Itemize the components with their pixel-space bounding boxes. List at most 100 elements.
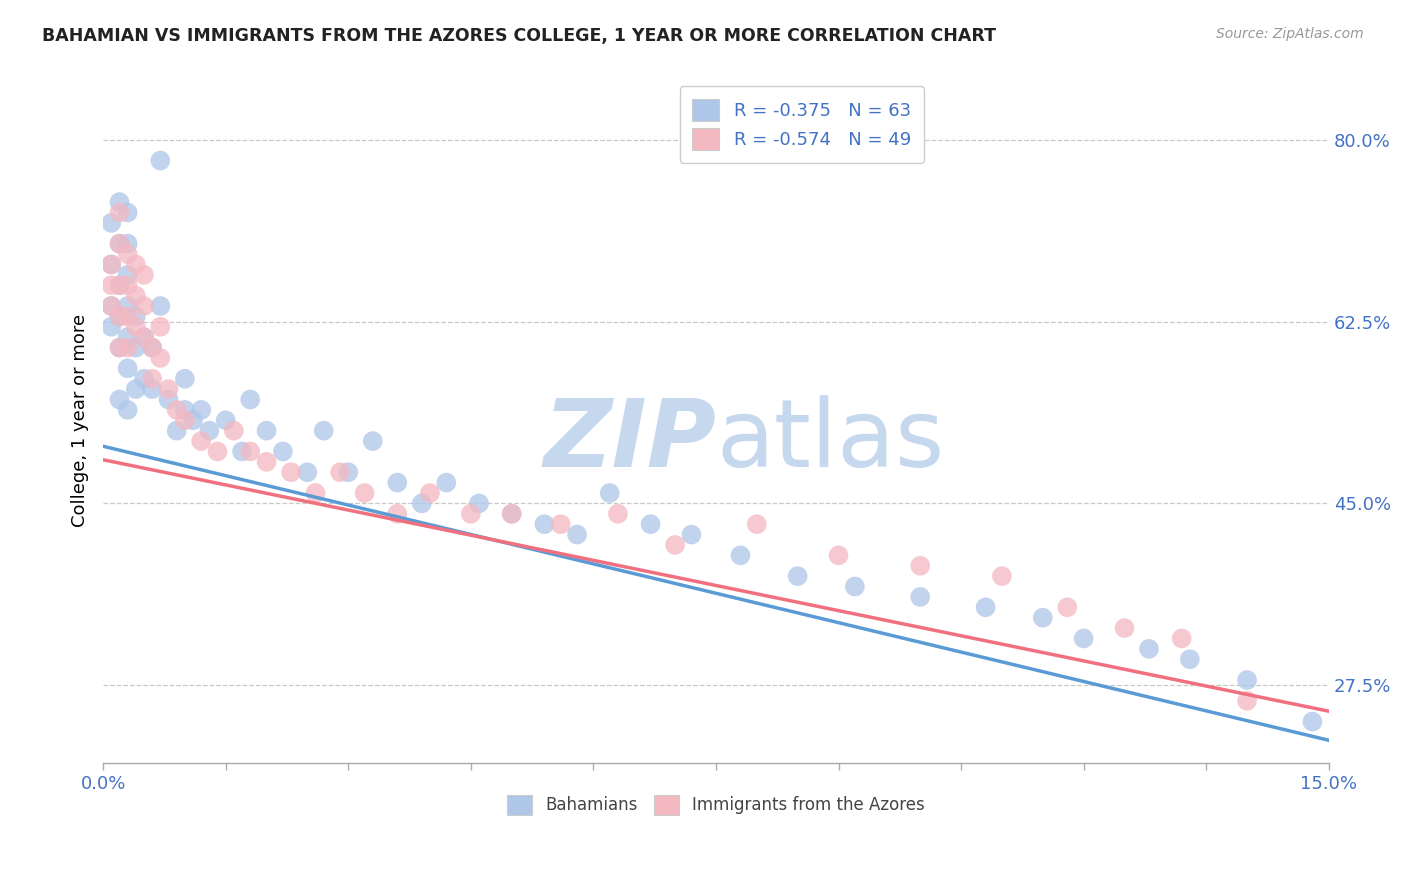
Point: [361, 434, 384, 448]
Point: [132, 372, 155, 386]
Point: [730, 549, 752, 563]
Text: BAHAMIAN VS IMMIGRANTS FROM THE AZORES COLLEGE, 1 YEAR OR MORE CORRELATION CHART: BAHAMIAN VS IMMIGRANTS FROM THE AZORES C…: [42, 27, 997, 45]
Point: [1032, 610, 1054, 624]
Point: [117, 361, 139, 376]
Point: [173, 372, 195, 386]
Point: [157, 382, 180, 396]
Point: [141, 341, 163, 355]
Text: ZIP: ZIP: [543, 395, 716, 487]
Point: [786, 569, 808, 583]
Point: [1137, 641, 1160, 656]
Point: [141, 341, 163, 355]
Point: [108, 236, 131, 251]
Point: [108, 341, 131, 355]
Legend: Bahamians, Immigrants from the Azores: Bahamians, Immigrants from the Azores: [498, 787, 934, 823]
Point: [207, 444, 229, 458]
Point: [681, 527, 703, 541]
Point: [166, 403, 188, 417]
Point: [231, 444, 253, 458]
Point: [387, 475, 409, 490]
Point: [198, 424, 221, 438]
Point: [125, 257, 148, 271]
Point: [827, 549, 849, 563]
Point: [117, 268, 139, 282]
Point: [117, 341, 139, 355]
Point: [117, 330, 139, 344]
Point: [117, 278, 139, 293]
Point: [132, 268, 155, 282]
Point: [304, 486, 326, 500]
Point: [501, 507, 523, 521]
Point: [100, 257, 122, 271]
Point: [117, 247, 139, 261]
Point: [100, 216, 122, 230]
Point: [141, 372, 163, 386]
Point: [149, 319, 172, 334]
Point: [501, 507, 523, 521]
Point: [908, 590, 931, 604]
Point: [100, 299, 122, 313]
Point: [166, 424, 188, 438]
Point: [100, 257, 122, 271]
Point: [606, 507, 628, 521]
Point: [173, 403, 195, 417]
Point: [974, 600, 997, 615]
Y-axis label: College, 1 year or more: College, 1 year or more: [72, 314, 89, 527]
Point: [640, 517, 662, 532]
Point: [387, 507, 409, 521]
Point: [117, 310, 139, 324]
Point: [419, 486, 441, 500]
Point: [460, 507, 482, 521]
Point: [411, 496, 433, 510]
Point: [108, 310, 131, 324]
Point: [271, 444, 294, 458]
Point: [239, 392, 262, 407]
Text: Source: ZipAtlas.com: Source: ZipAtlas.com: [1216, 27, 1364, 41]
Point: [149, 351, 172, 365]
Point: [337, 465, 360, 479]
Point: [256, 424, 278, 438]
Point: [329, 465, 352, 479]
Point: [1114, 621, 1136, 635]
Point: [1170, 632, 1192, 646]
Point: [353, 486, 375, 500]
Point: [844, 580, 866, 594]
Point: [149, 299, 172, 313]
Point: [745, 517, 768, 532]
Point: [312, 424, 335, 438]
Point: [434, 475, 457, 490]
Point: [108, 236, 131, 251]
Point: [1236, 694, 1258, 708]
Point: [1178, 652, 1201, 666]
Point: [991, 569, 1014, 583]
Point: [533, 517, 555, 532]
Point: [108, 205, 131, 219]
Point: [215, 413, 238, 427]
Point: [550, 517, 572, 532]
Point: [222, 424, 245, 438]
Point: [125, 319, 148, 334]
Point: [149, 153, 172, 168]
Point: [100, 278, 122, 293]
Point: [1056, 600, 1078, 615]
Point: [599, 486, 621, 500]
Point: [157, 392, 180, 407]
Point: [125, 382, 148, 396]
Point: [1073, 632, 1095, 646]
Point: [565, 527, 588, 541]
Point: [132, 299, 155, 313]
Point: [664, 538, 686, 552]
Point: [141, 382, 163, 396]
Point: [181, 413, 204, 427]
Point: [125, 341, 148, 355]
Point: [100, 299, 122, 313]
Point: [297, 465, 319, 479]
Point: [468, 496, 491, 510]
Point: [108, 341, 131, 355]
Point: [108, 392, 131, 407]
Point: [125, 288, 148, 302]
Point: [108, 278, 131, 293]
Point: [256, 455, 278, 469]
Point: [100, 319, 122, 334]
Point: [239, 444, 262, 458]
